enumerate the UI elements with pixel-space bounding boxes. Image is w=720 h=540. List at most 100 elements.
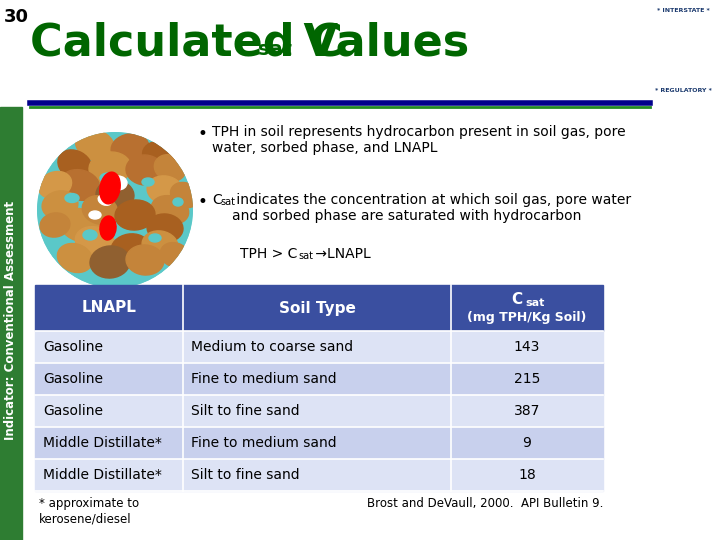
Text: Soil Type: Soil Type xyxy=(279,300,356,315)
Text: Brost and DeVaull, 2000.  API Bulletin 9.: Brost and DeVaull, 2000. API Bulletin 9. xyxy=(366,497,603,510)
Ellipse shape xyxy=(63,172,98,198)
Text: ITRC: ITRC xyxy=(647,33,719,61)
Ellipse shape xyxy=(98,182,132,208)
Text: sat: sat xyxy=(220,197,235,207)
Text: Indicator: Conventional Assessment: Indicator: Conventional Assessment xyxy=(4,200,17,440)
Text: 387: 387 xyxy=(514,404,540,418)
Text: Fine to medium sand: Fine to medium sand xyxy=(191,372,337,386)
Ellipse shape xyxy=(77,228,113,255)
Ellipse shape xyxy=(90,246,130,278)
Ellipse shape xyxy=(173,198,183,206)
Text: •: • xyxy=(198,125,208,143)
Text: 18: 18 xyxy=(518,468,536,482)
Ellipse shape xyxy=(144,233,176,257)
Ellipse shape xyxy=(115,200,155,230)
Ellipse shape xyxy=(58,150,92,180)
Text: (mg TPH/Kg Soil): (mg TPH/Kg Soil) xyxy=(467,310,587,323)
Text: TPH > C: TPH > C xyxy=(240,247,297,261)
Ellipse shape xyxy=(128,247,162,273)
Text: Calculated C: Calculated C xyxy=(30,22,343,65)
Ellipse shape xyxy=(142,178,154,186)
Ellipse shape xyxy=(65,193,79,202)
Ellipse shape xyxy=(149,234,161,242)
Ellipse shape xyxy=(153,198,186,222)
Ellipse shape xyxy=(89,152,131,184)
Ellipse shape xyxy=(91,154,129,182)
Ellipse shape xyxy=(44,193,76,217)
Ellipse shape xyxy=(76,227,114,258)
Ellipse shape xyxy=(109,176,127,190)
Ellipse shape xyxy=(162,245,188,265)
Ellipse shape xyxy=(173,184,197,206)
Bar xyxy=(650,3,716,99)
Text: 9: 9 xyxy=(523,436,531,450)
Ellipse shape xyxy=(61,210,99,240)
Text: →LNAPL: →LNAPL xyxy=(311,247,371,261)
Text: Middle Distillate*: Middle Distillate* xyxy=(43,436,162,450)
Ellipse shape xyxy=(100,173,116,183)
Text: * approximate to
kerosene/diesel: * approximate to kerosene/diesel xyxy=(39,497,139,525)
Bar xyxy=(35,285,603,331)
Ellipse shape xyxy=(171,183,199,207)
Ellipse shape xyxy=(154,154,186,181)
Ellipse shape xyxy=(40,173,70,197)
Ellipse shape xyxy=(83,230,97,240)
Ellipse shape xyxy=(40,213,70,237)
Ellipse shape xyxy=(38,172,71,199)
Ellipse shape xyxy=(58,244,93,273)
Bar xyxy=(35,427,603,459)
Text: •: • xyxy=(198,193,208,211)
Ellipse shape xyxy=(126,245,164,275)
Text: T
E
C
H
N
O
L
O
G
Y: T E C H N O L O G Y xyxy=(707,21,711,64)
Ellipse shape xyxy=(84,198,116,222)
Text: Silt to fine sand: Silt to fine sand xyxy=(191,468,300,482)
Ellipse shape xyxy=(78,131,112,159)
Ellipse shape xyxy=(82,195,118,224)
Bar xyxy=(0,107,22,540)
Ellipse shape xyxy=(92,248,128,276)
Text: sat: sat xyxy=(298,251,313,261)
Ellipse shape xyxy=(60,170,99,200)
Ellipse shape xyxy=(113,136,147,160)
Ellipse shape xyxy=(42,215,68,235)
Ellipse shape xyxy=(76,130,114,161)
Ellipse shape xyxy=(60,208,101,242)
Ellipse shape xyxy=(117,202,153,228)
Text: LNAPL: LNAPL xyxy=(81,300,136,315)
Ellipse shape xyxy=(113,236,147,260)
Ellipse shape xyxy=(126,155,164,185)
Text: TPH in soil represents hydrocarbon present in soil gas, pore
water, sorbed phase: TPH in soil represents hydrocarbon prese… xyxy=(212,125,626,155)
Ellipse shape xyxy=(145,143,176,167)
Ellipse shape xyxy=(111,234,149,262)
Ellipse shape xyxy=(156,157,184,179)
Ellipse shape xyxy=(100,172,120,204)
Text: sat: sat xyxy=(525,298,544,308)
Text: Medium to coarse sand: Medium to coarse sand xyxy=(191,340,353,354)
Text: Values: Values xyxy=(288,22,469,65)
Text: Gasoline: Gasoline xyxy=(43,372,103,386)
Bar xyxy=(648,1,718,101)
Text: Silt to fine sand: Silt to fine sand xyxy=(191,404,300,418)
Ellipse shape xyxy=(142,231,178,259)
Ellipse shape xyxy=(147,214,183,242)
Text: C
O
U
N
C
I
L: C O U N C I L xyxy=(655,29,659,66)
Text: * REGULATORY *: * REGULATORY * xyxy=(654,88,711,93)
Text: 215: 215 xyxy=(514,372,540,386)
Ellipse shape xyxy=(143,141,177,168)
Ellipse shape xyxy=(96,180,134,210)
Bar xyxy=(35,331,603,363)
Text: Middle Distillate*: Middle Distillate* xyxy=(43,468,162,482)
Ellipse shape xyxy=(60,152,90,178)
Ellipse shape xyxy=(89,211,101,219)
Ellipse shape xyxy=(42,191,78,219)
Text: 30: 30 xyxy=(4,8,29,26)
Text: Gasoline: Gasoline xyxy=(43,340,103,354)
Text: indicates the concentration at which soil gas, pore water
and sorbed phase are s: indicates the concentration at which soi… xyxy=(232,193,631,223)
Text: * INTERSTATE *: * INTERSTATE * xyxy=(657,8,709,13)
Ellipse shape xyxy=(100,216,116,240)
Ellipse shape xyxy=(149,216,181,240)
Ellipse shape xyxy=(147,176,183,204)
Text: 143: 143 xyxy=(514,340,540,354)
Text: C: C xyxy=(511,292,523,307)
Bar xyxy=(35,459,603,491)
